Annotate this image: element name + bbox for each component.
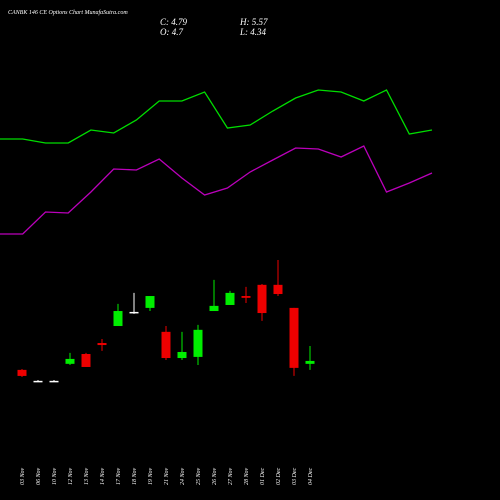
- candle-body: [49, 380, 59, 383]
- ohlc-readout: H: 5.57: [239, 17, 268, 27]
- x-tick-label: 26 Nov: [212, 467, 218, 485]
- candle-body: [129, 311, 139, 314]
- ohlc-label: L:: [239, 27, 248, 37]
- candle-body: [161, 331, 171, 359]
- x-tick-label: 21 Nov: [164, 467, 170, 485]
- x-tick-label: 25 Nov: [196, 467, 202, 485]
- x-tick-label: 27 Nov: [228, 467, 234, 485]
- x-tick-label: 12 Nov: [68, 467, 74, 485]
- indicator-line: [0, 89, 433, 144]
- ohlc-readout: L: 4.34: [239, 27, 267, 37]
- ohlc-readout: C: 4.79: [160, 17, 188, 27]
- x-tick-label: 04 Dec: [307, 468, 314, 485]
- candle-body: [209, 305, 219, 312]
- ohlc-label: C:: [160, 17, 169, 27]
- x-tick-label: 01 Dec: [260, 468, 266, 485]
- candle-body: [289, 307, 299, 368]
- candle-body: [177, 351, 187, 359]
- candle-body: [273, 284, 283, 295]
- candle-body: [241, 296, 251, 298]
- ohlc-value: 5.57: [252, 17, 268, 27]
- ohlc-value: 4.7: [172, 27, 184, 37]
- candle-body: [33, 380, 43, 383]
- ohlc-label: O:: [160, 27, 170, 37]
- x-tick-label: 10 Nov: [52, 467, 58, 485]
- candle-body: [193, 329, 203, 357]
- x-tick-label: 06 Nov: [36, 467, 42, 485]
- x-tick-label: 03 Dec: [292, 468, 298, 485]
- indicator-line: [0, 145, 433, 235]
- candle-body: [257, 284, 267, 314]
- ohlc-readout: O: 4.7: [160, 27, 184, 37]
- ohlc-value: 4.34: [250, 27, 266, 37]
- candle-body: [305, 360, 315, 364]
- x-tick-label: 28 Nov: [244, 467, 250, 485]
- ohlc-label: H:: [239, 17, 250, 27]
- candle-body: [97, 343, 107, 346]
- x-tick-label: 14 Nov: [99, 467, 106, 485]
- candle-body: [145, 296, 155, 308]
- x-tick-label: 24 Nov: [179, 467, 186, 485]
- candle-body: [17, 369, 27, 376]
- x-tick-label: 18 Nov: [132, 467, 138, 485]
- x-tick-label: 02 Dec: [276, 468, 282, 485]
- candle-body: [65, 358, 75, 364]
- x-tick-label: 17 Nov: [116, 467, 122, 485]
- x-tick-label: 13 Nov: [84, 467, 90, 485]
- candle-body: [225, 292, 235, 305]
- chart-title: CANBK 146 CE Options Chart MunafaSutra.c…: [8, 9, 128, 16]
- x-tick-label: 03 Nov: [20, 467, 26, 485]
- x-tick-label: 19 Nov: [148, 467, 154, 485]
- candle-body: [81, 353, 91, 367]
- ohlc-value: 4.79: [171, 17, 187, 27]
- candle-body: [113, 311, 123, 327]
